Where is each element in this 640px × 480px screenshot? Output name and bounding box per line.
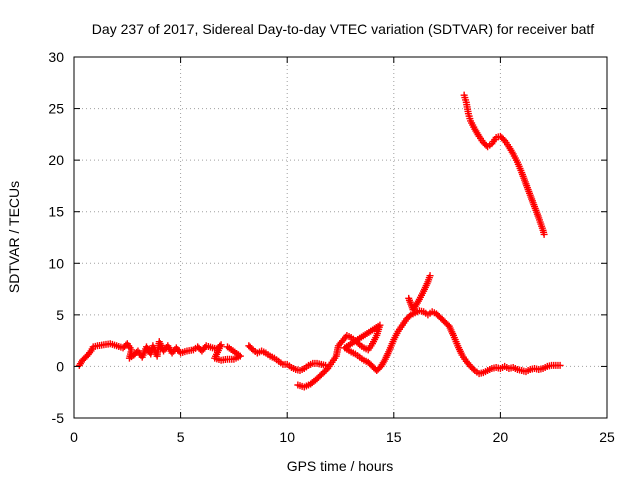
- y-tick-label: 20: [48, 152, 64, 168]
- y-tick-label: 30: [48, 49, 64, 65]
- series-3: [405, 272, 434, 314]
- x-tick-label: 15: [386, 429, 402, 445]
- series-0: [75, 338, 244, 369]
- data-point: [322, 366, 330, 374]
- y-tick-label: 0: [56, 358, 64, 374]
- data-marks: [75, 91, 564, 391]
- grid-lines: [74, 57, 607, 418]
- x-tick-label: 25: [599, 429, 615, 445]
- series-2: [294, 307, 564, 391]
- x-tick-label: 20: [493, 429, 509, 445]
- data-point: [469, 365, 477, 373]
- y-axis-label: SDTVAR / TECUs: [6, 181, 22, 293]
- data-point: [321, 368, 329, 376]
- series-4: [460, 91, 548, 238]
- data-point: [540, 230, 548, 238]
- axis-ticks: 0 5 10 15 20 25 -5 0 5 10 15 20 25 30: [48, 49, 615, 445]
- x-tick-label: 10: [279, 429, 295, 445]
- x-tick-label: 5: [177, 429, 185, 445]
- data-point: [319, 369, 327, 377]
- data-point: [317, 371, 325, 379]
- y-tick-label: 15: [48, 204, 64, 220]
- data-point: [224, 343, 232, 351]
- data-point: [556, 361, 564, 369]
- plot-frame: [73, 56, 608, 419]
- data-point: [248, 345, 256, 353]
- data-point: [405, 312, 413, 320]
- chart-title: Day 237 of 2017, Sidereal Day-to-day VTE…: [92, 21, 595, 37]
- data-point: [426, 272, 434, 280]
- x-tick-label: 0: [70, 429, 78, 445]
- x-axis-label: GPS time / hours: [287, 458, 394, 474]
- y-tick-label: 10: [48, 255, 64, 271]
- y-tick-label: -5: [52, 410, 65, 426]
- y-tick-label: 5: [56, 307, 64, 323]
- y-tick-label: 25: [48, 101, 64, 117]
